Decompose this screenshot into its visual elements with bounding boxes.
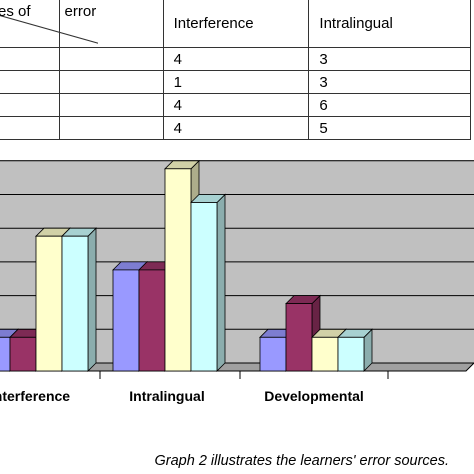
category-label: Developmental (264, 388, 364, 404)
cell-interference: 4 (162, 47, 310, 71)
diag-header-right: error (64, 3, 97, 20)
bar (337, 336, 365, 372)
cell-interference: 1 (162, 70, 310, 94)
data-table: es of error Interference Intralingual 4 3… (0, 0, 471, 140)
category-label: Intralingual (129, 388, 204, 404)
header-interference: Interference (162, 0, 310, 48)
cell-interference: 4 (162, 93, 310, 117)
bar (9, 336, 37, 372)
bar-chart: Interference Intralingual Developmental (0, 160, 474, 404)
bar (112, 269, 140, 372)
diagonal-line (0, 15, 98, 44)
bar (138, 269, 166, 372)
bar-side (87, 227, 97, 372)
table-row: 4 3 (0, 47, 471, 71)
table-header-row: es of error Interference Intralingual (0, 0, 471, 48)
bar (259, 336, 287, 372)
table-row: 4 6 (0, 93, 471, 117)
cell-intralingual: 6 (308, 93, 471, 117)
bar-side (216, 193, 226, 372)
bar (311, 336, 339, 372)
diag-header-left: es of (0, 3, 31, 20)
bar (190, 202, 218, 372)
bar (285, 303, 313, 372)
table-row: 1 3 (0, 70, 471, 94)
error-count-table: es of error Interference Intralingual 4 3… (0, 0, 474, 152)
bar (35, 235, 63, 372)
table-row: 4 5 (0, 116, 471, 140)
figure-caption: Graph 2 illustrates the learners' error … (154, 453, 449, 469)
bar (61, 235, 89, 372)
diagonal-header-cell: es of error (0, 0, 98, 48)
bar (0, 336, 11, 372)
diagonal-header-text: es of error (0, 3, 96, 20)
cell-intralingual: 3 (308, 70, 471, 94)
bar (164, 168, 192, 372)
cell-intralingual: 3 (308, 47, 471, 71)
category-label: Interference (0, 388, 70, 404)
cell-intralingual: 5 (308, 116, 471, 140)
header-intralingual: Intralingual (308, 0, 471, 48)
header-empty-cell (58, 0, 164, 48)
cell-interference: 4 (162, 116, 310, 140)
